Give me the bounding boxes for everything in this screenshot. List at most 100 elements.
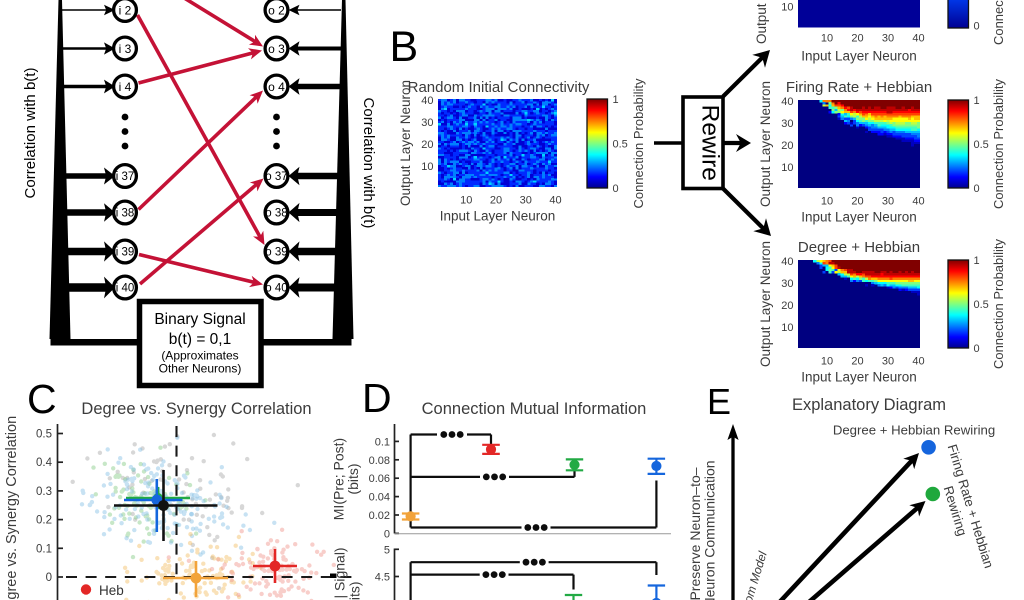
svg-text:10: 10 xyxy=(781,322,793,334)
svg-text:0.4: 0.4 xyxy=(36,457,53,469)
svg-text:0.5: 0.5 xyxy=(613,138,628,150)
svg-text:o 2: o 2 xyxy=(268,3,285,17)
svg-text:40: 40 xyxy=(912,356,924,368)
svg-text:40: 40 xyxy=(421,95,433,107)
svg-text:(Approximates: (Approximates xyxy=(161,349,238,363)
svg-text:0: 0 xyxy=(613,183,619,195)
svg-text:30: 30 xyxy=(781,118,793,130)
svg-text:Output Layer Neuron: Output Layer Neuron xyxy=(758,241,773,367)
svg-text:40: 40 xyxy=(912,196,924,208)
svg-text:Connection Probability: Connection Probability xyxy=(991,78,1006,209)
svg-text:40: 40 xyxy=(781,96,793,108)
svg-text:(bits): (bits) xyxy=(347,581,363,600)
svg-text:Neuron Communication: Neuron Communication xyxy=(702,460,718,600)
svg-text:o 4: o 4 xyxy=(268,80,285,94)
svg-text:Explanatory Diagram: Explanatory Diagram xyxy=(792,396,946,414)
svg-text:Degree vs. Synergy Correlation: Degree vs. Synergy Correlation xyxy=(81,400,311,418)
svg-text:i 39: i 39 xyxy=(116,247,135,259)
svg-text:1: 1 xyxy=(613,94,619,106)
svg-text:0.1: 0.1 xyxy=(375,436,390,448)
svg-text:Binary Signal: Binary Signal xyxy=(154,311,245,328)
svg-text:Output Layer Neuron: Output Layer Neuron xyxy=(754,0,769,44)
svg-text:0: 0 xyxy=(46,572,52,584)
svg-text:0.5: 0.5 xyxy=(36,429,52,441)
svg-text:0: 0 xyxy=(974,343,980,355)
svg-text:Heb: Heb xyxy=(99,583,124,598)
svg-text:40: 40 xyxy=(781,256,793,268)
svg-text:Input Layer Neuron: Input Layer Neuron xyxy=(801,370,917,385)
svg-text:30: 30 xyxy=(882,196,894,208)
svg-text:30: 30 xyxy=(781,278,793,290)
svg-text:20: 20 xyxy=(781,140,793,152)
svg-text:30: 30 xyxy=(421,117,433,129)
svg-text:0.1: 0.1 xyxy=(36,543,52,555)
svg-text:Connection Probability: Connection Probability xyxy=(991,238,1006,369)
svg-text:Correlation with b(t): Correlation with b(t) xyxy=(360,98,377,229)
svg-text:Output Layer Neuron: Output Layer Neuron xyxy=(398,80,413,206)
svg-text:0.5: 0.5 xyxy=(974,139,989,151)
svg-text:B: B xyxy=(390,23,419,71)
svg-text:i 4: i 4 xyxy=(119,80,132,94)
svg-text:4.5: 4.5 xyxy=(375,572,390,584)
svg-text:10: 10 xyxy=(821,196,833,208)
svg-text:0.04: 0.04 xyxy=(369,492,390,504)
svg-text:0: 0 xyxy=(384,528,390,540)
svg-text:Degree vs. Synergy Correlation: Degree vs. Synergy Correlation xyxy=(4,416,20,600)
svg-text:Preserve Neuron–to–: Preserve Neuron–to– xyxy=(687,467,703,600)
svg-text:Firing Rate + Hebbian: Firing Rate + Hebbian xyxy=(786,79,932,96)
svg-text:Random Model: Random Model xyxy=(733,550,770,600)
svg-text:10: 10 xyxy=(421,161,433,173)
svg-text:Connection Probability: Connection Probability xyxy=(991,0,1006,45)
svg-text:Connection Probability: Connection Probability xyxy=(631,78,646,209)
svg-text:20: 20 xyxy=(851,356,863,368)
svg-text:20: 20 xyxy=(421,139,433,151)
svg-text:Input Layer Neuron: Input Layer Neuron xyxy=(801,210,917,225)
svg-text:MI(Post | Signal): MI(Post | Signal) xyxy=(332,547,348,600)
svg-text:0.02: 0.02 xyxy=(369,510,390,522)
svg-text:0.5: 0.5 xyxy=(974,299,989,311)
svg-text:0.3: 0.3 xyxy=(36,486,52,498)
svg-text:MI(Pre; Post): MI(Pre; Post) xyxy=(331,438,347,520)
svg-text:Random Initial Connectivity: Random Initial Connectivity xyxy=(408,79,590,96)
svg-text:30: 30 xyxy=(882,33,894,45)
svg-text:0: 0 xyxy=(974,183,980,195)
svg-text:10: 10 xyxy=(781,2,793,14)
svg-text:o 39: o 39 xyxy=(265,247,287,259)
svg-text:b(t) = 0,1: b(t) = 0,1 xyxy=(169,331,231,348)
svg-text:Correlation with b(t): Correlation with b(t) xyxy=(22,68,39,199)
svg-text:Input Layer Neuron: Input Layer Neuron xyxy=(440,209,556,224)
svg-text:D: D xyxy=(362,375,392,421)
svg-text:Degree + Hebbian: Degree + Hebbian xyxy=(798,239,920,256)
svg-text:Connection Mutual Information: Connection Mutual Information xyxy=(422,400,647,418)
svg-text:1: 1 xyxy=(974,95,980,107)
svg-text:E: E xyxy=(707,381,731,422)
svg-text:30: 30 xyxy=(882,356,894,368)
svg-text:20: 20 xyxy=(851,196,863,208)
svg-text:10: 10 xyxy=(460,195,472,207)
svg-text:o 37: o 37 xyxy=(265,171,287,183)
svg-text:10: 10 xyxy=(821,33,833,45)
svg-text:o 3: o 3 xyxy=(268,42,285,56)
svg-text:20: 20 xyxy=(490,195,502,207)
svg-text:i 37: i 37 xyxy=(116,171,135,183)
svg-text:40: 40 xyxy=(549,195,561,207)
svg-text:10: 10 xyxy=(821,356,833,368)
svg-text:20: 20 xyxy=(781,300,793,312)
svg-text:0.08: 0.08 xyxy=(369,455,390,467)
svg-text:20: 20 xyxy=(851,33,863,45)
svg-text:i 3: i 3 xyxy=(119,42,132,56)
svg-text:i 2: i 2 xyxy=(119,3,132,17)
svg-text:Rewire: Rewire xyxy=(697,105,724,181)
svg-text:C: C xyxy=(27,376,57,422)
svg-text:(bits): (bits) xyxy=(345,463,361,494)
svg-text:Degree + Hebbian Rewiring: Degree + Hebbian Rewiring xyxy=(833,423,995,438)
svg-text:Output Layer Neuron: Output Layer Neuron xyxy=(758,81,773,207)
svg-text:o 40: o 40 xyxy=(265,283,287,295)
svg-text:10: 10 xyxy=(781,162,793,174)
svg-text:0: 0 xyxy=(974,21,980,33)
svg-text:Other Neurons): Other Neurons) xyxy=(159,362,242,376)
svg-text:o 38: o 38 xyxy=(265,208,287,220)
svg-text:5: 5 xyxy=(384,544,390,556)
svg-text:Input Layer Neuron: Input Layer Neuron xyxy=(801,49,917,64)
svg-text:1: 1 xyxy=(974,255,980,267)
